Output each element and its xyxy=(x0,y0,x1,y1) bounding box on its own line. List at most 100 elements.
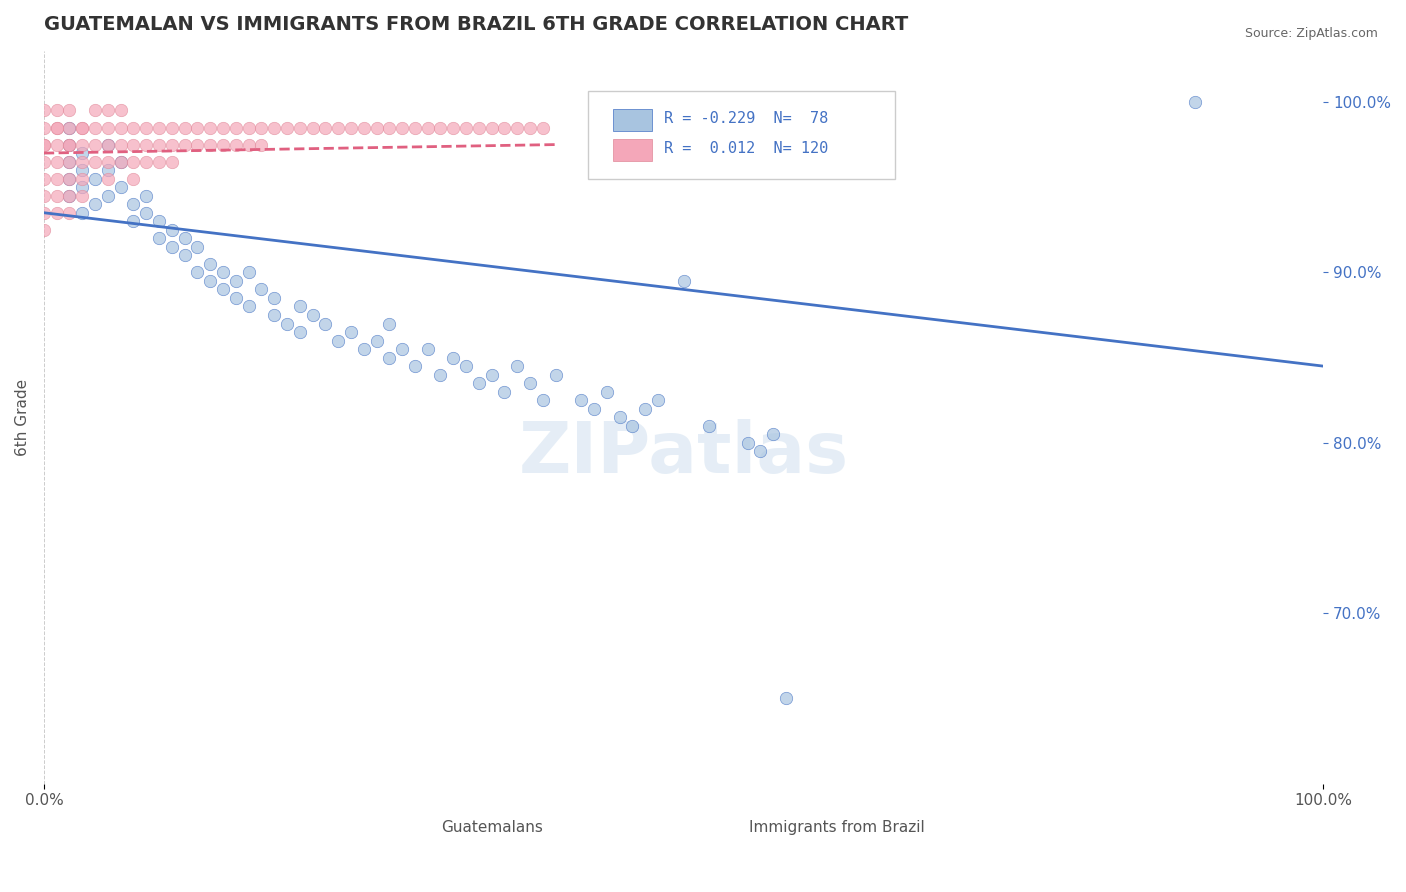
Point xyxy=(45,103,67,118)
Point xyxy=(596,384,619,399)
Point xyxy=(569,393,592,408)
Text: R = -0.229  N=  78: R = -0.229 N= 78 xyxy=(665,112,828,127)
Point xyxy=(454,120,477,135)
Point xyxy=(416,342,439,356)
Point xyxy=(519,376,541,391)
Point xyxy=(58,137,80,152)
Point xyxy=(762,427,785,442)
Point xyxy=(97,154,120,169)
Point xyxy=(749,444,772,458)
Point xyxy=(1184,95,1206,109)
Point xyxy=(481,120,503,135)
Point xyxy=(160,240,183,254)
Point xyxy=(110,137,132,152)
Bar xyxy=(613,110,651,131)
Point xyxy=(186,120,208,135)
Point xyxy=(250,120,273,135)
Text: R =  0.012  N= 120: R = 0.012 N= 120 xyxy=(665,141,828,156)
Point xyxy=(135,154,157,169)
Point xyxy=(212,282,235,296)
Point xyxy=(97,137,120,152)
Point xyxy=(173,120,195,135)
Point xyxy=(468,120,491,135)
Point xyxy=(148,120,170,135)
Point xyxy=(97,188,120,202)
Point xyxy=(135,120,157,135)
Y-axis label: 6th Grade: 6th Grade xyxy=(15,379,30,456)
Point xyxy=(110,180,132,194)
Point xyxy=(263,308,285,322)
Point xyxy=(609,410,631,425)
Point xyxy=(288,325,311,339)
Point xyxy=(32,188,55,202)
Point xyxy=(378,351,401,365)
Point xyxy=(72,206,94,220)
Point xyxy=(58,206,80,220)
Point xyxy=(238,120,260,135)
Point xyxy=(238,265,260,279)
Point xyxy=(391,342,413,356)
Point xyxy=(441,120,464,135)
Text: Immigrants from Brazil: Immigrants from Brazil xyxy=(749,820,925,835)
Point xyxy=(58,171,80,186)
Point xyxy=(173,137,195,152)
Point xyxy=(441,351,464,365)
Point xyxy=(173,248,195,262)
Point xyxy=(531,120,554,135)
Point xyxy=(225,137,247,152)
Point xyxy=(32,223,55,237)
Point xyxy=(212,265,235,279)
Point xyxy=(84,120,107,135)
Point xyxy=(494,384,516,399)
Point xyxy=(58,188,80,202)
Point xyxy=(45,188,67,202)
Point xyxy=(186,240,208,254)
Point xyxy=(288,120,311,135)
Point xyxy=(58,103,80,118)
Bar xyxy=(735,818,766,837)
Point xyxy=(148,231,170,245)
Point xyxy=(97,163,120,178)
Point xyxy=(276,317,298,331)
Point xyxy=(58,120,80,135)
Point xyxy=(122,120,145,135)
Point xyxy=(263,291,285,305)
Point xyxy=(314,120,336,135)
Point xyxy=(378,317,401,331)
Point xyxy=(160,154,183,169)
Point xyxy=(429,120,451,135)
Point xyxy=(58,188,80,202)
Point xyxy=(186,265,208,279)
Point xyxy=(97,171,120,186)
Point xyxy=(288,300,311,314)
Text: Guatemalans: Guatemalans xyxy=(440,820,543,835)
Point xyxy=(429,368,451,382)
Point xyxy=(634,401,657,416)
Point xyxy=(135,188,157,202)
Point xyxy=(32,103,55,118)
Point xyxy=(200,274,222,288)
Point xyxy=(212,137,235,152)
Point xyxy=(200,120,222,135)
Point xyxy=(45,120,67,135)
Point xyxy=(697,418,720,433)
Bar xyxy=(402,818,434,837)
Point xyxy=(621,418,644,433)
Point xyxy=(58,154,80,169)
Point xyxy=(122,214,145,228)
Point xyxy=(186,137,208,152)
Point xyxy=(225,274,247,288)
Point xyxy=(32,171,55,186)
Point xyxy=(97,120,120,135)
Point xyxy=(519,120,541,135)
Point xyxy=(72,180,94,194)
Point xyxy=(404,359,426,373)
Point xyxy=(506,120,529,135)
Point xyxy=(378,120,401,135)
Point xyxy=(775,691,797,706)
Point xyxy=(328,120,350,135)
Point xyxy=(200,257,222,271)
Point xyxy=(110,154,132,169)
Point xyxy=(173,231,195,245)
Point xyxy=(353,120,375,135)
